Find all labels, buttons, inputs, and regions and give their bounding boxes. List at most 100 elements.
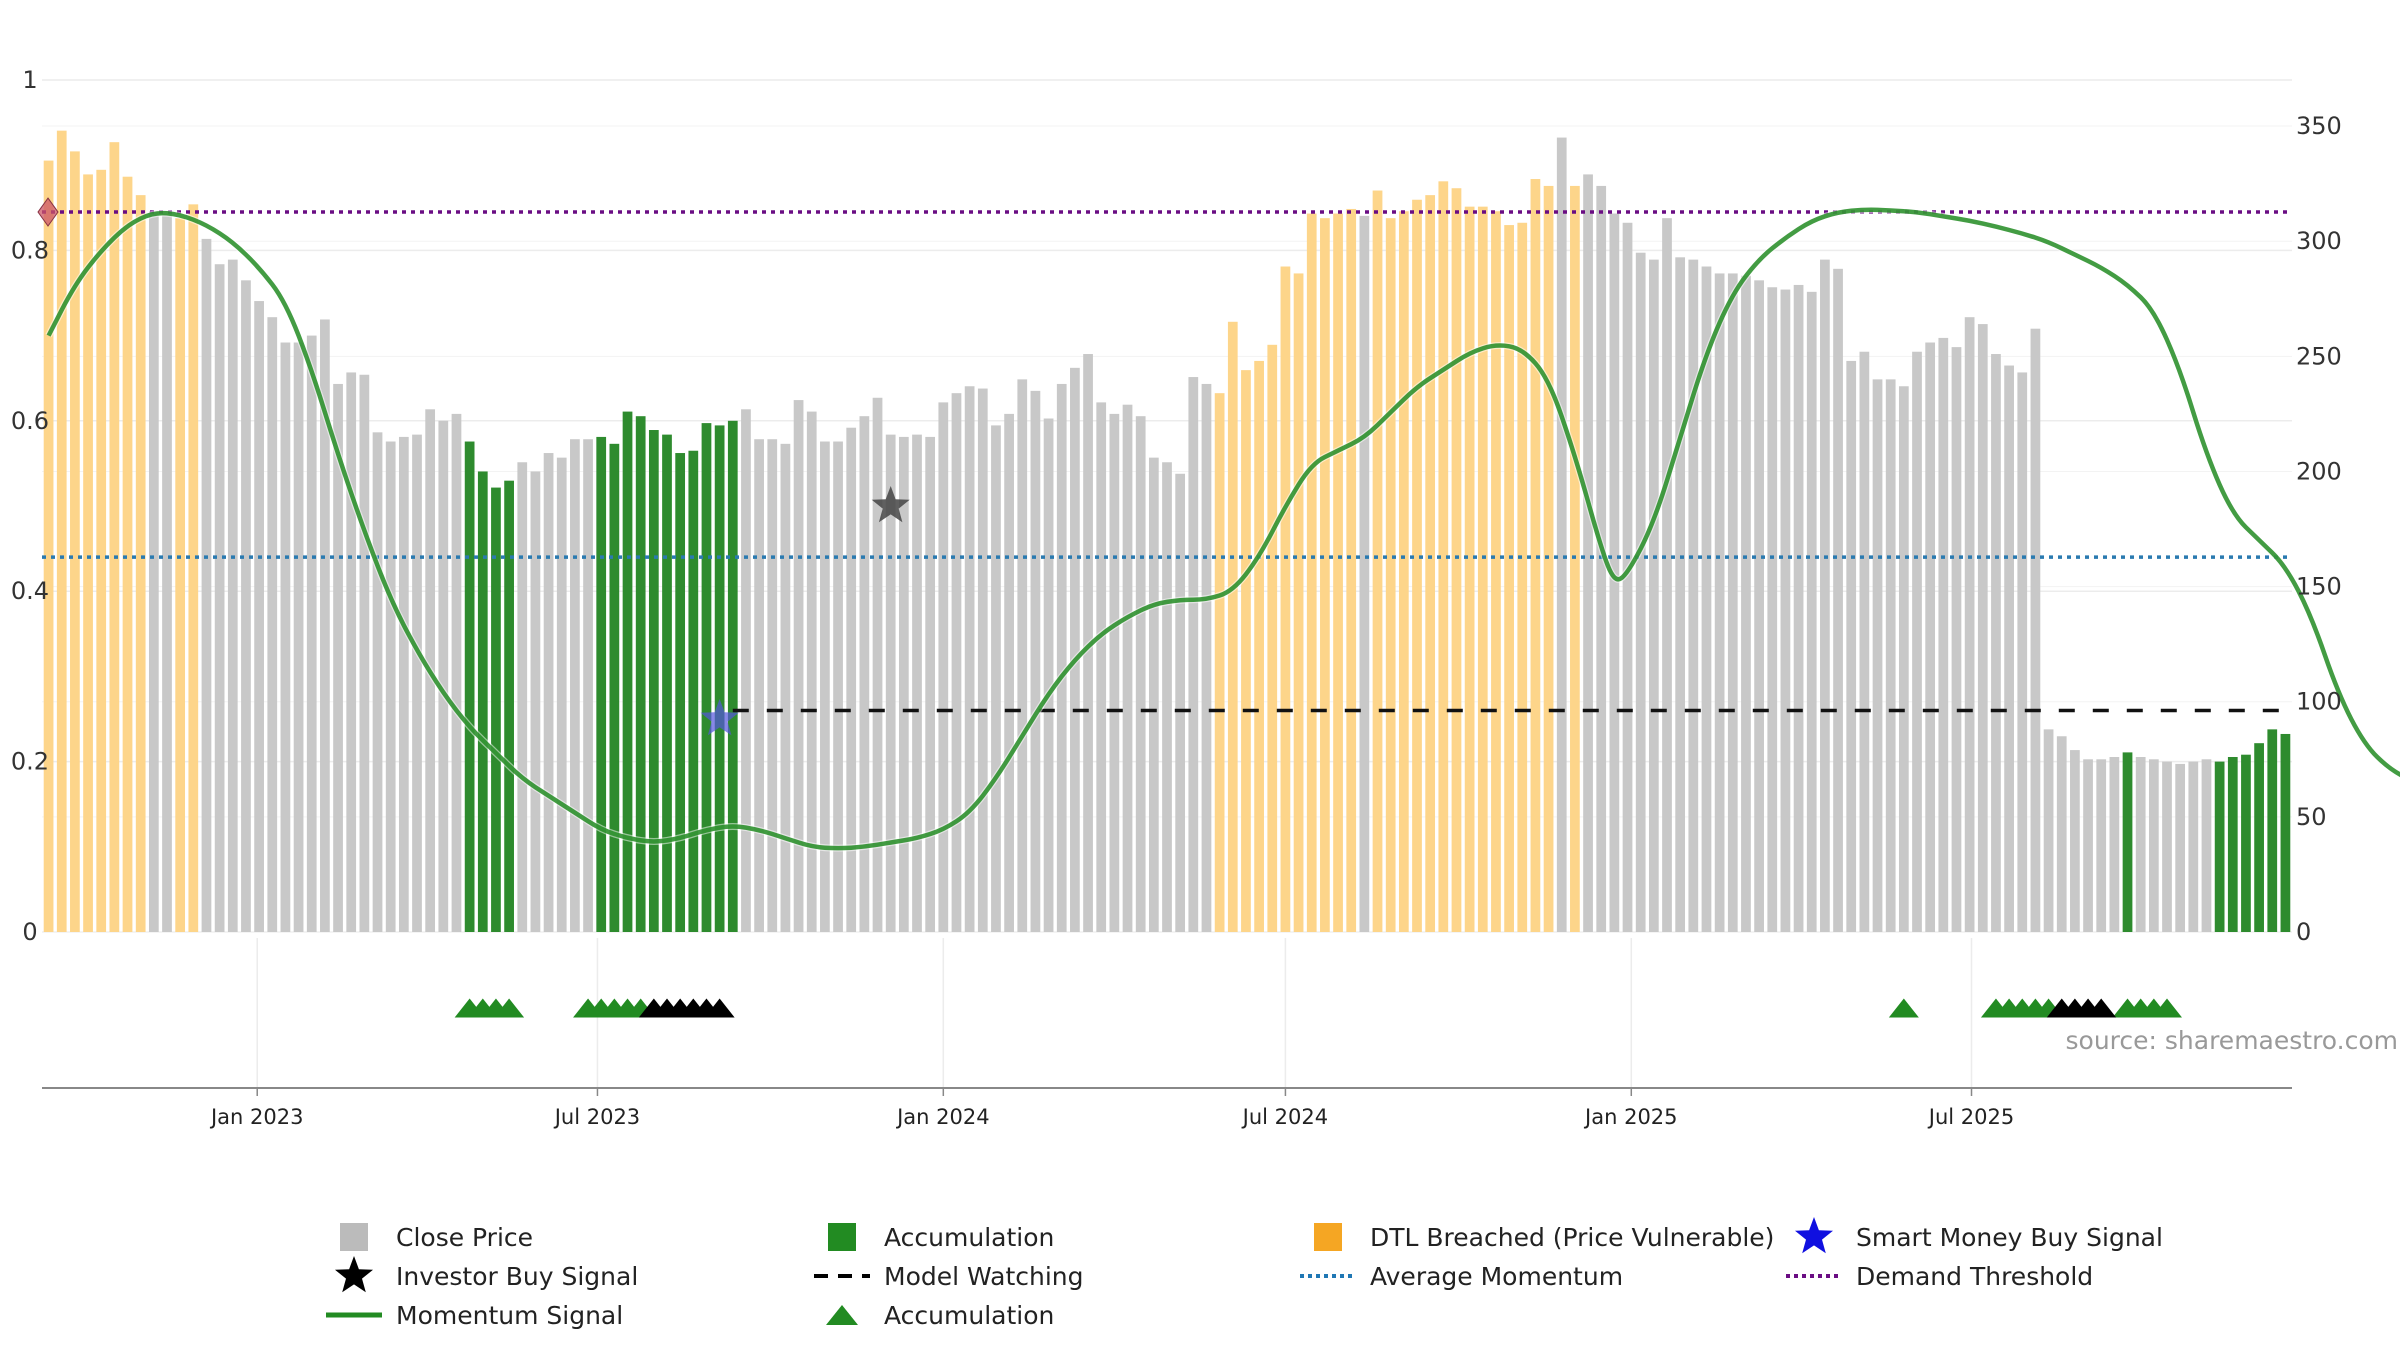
dtl-breached-bar <box>1517 222 1528 932</box>
legend-square-icon <box>828 1223 856 1251</box>
close-price-bar <box>372 432 383 932</box>
close-price-bar <box>2109 756 2120 932</box>
close-price-bar <box>1780 289 1791 932</box>
close-price-bar <box>1004 413 1014 932</box>
close-price-bar <box>1148 457 1159 932</box>
dtl-breached-bar <box>1306 213 1317 932</box>
close-price-bar <box>2056 736 2067 932</box>
close-price-bar <box>1977 324 1988 932</box>
close-price-bar <box>1951 347 1962 932</box>
dtl-breached-bar <box>1412 199 1422 932</box>
accumulation-bar <box>2214 761 2225 932</box>
close-price-bar <box>846 427 857 932</box>
dtl-breached-bar <box>1267 344 1278 933</box>
close-price-bar <box>991 425 1001 932</box>
close-price-bar <box>333 383 343 932</box>
close-price-bar <box>1793 284 1804 932</box>
dtl-breached-bar <box>1293 273 1304 933</box>
accumulation-bar <box>675 453 686 932</box>
close-price-bar <box>162 213 172 932</box>
close-price-bar <box>1596 185 1607 933</box>
close-price-bar <box>1898 386 1909 932</box>
accumulation-bar <box>464 441 475 932</box>
close-price-bar <box>1030 390 1041 932</box>
accumulation-bar <box>622 411 633 932</box>
legend-label: DTL Breached (Price Vulnerable) <box>1370 1223 1774 1252</box>
close-price-bar <box>833 441 843 932</box>
legend-label: Close Price <box>396 1223 533 1252</box>
close-price-bar <box>412 434 422 932</box>
accumulation-bar <box>2267 729 2278 932</box>
legend-label: Model Watching <box>884 1262 1084 1291</box>
close-price-bar <box>517 462 528 932</box>
dtl-breached-bar <box>1346 208 1357 932</box>
investor-buy-signal-star <box>871 486 910 523</box>
close-price-bar <box>2135 756 2146 932</box>
dtl-breached-bar <box>1214 393 1225 932</box>
close-price-bar <box>1583 174 1593 932</box>
right-tick-label: 0 <box>2296 918 2311 946</box>
close-price-bar <box>1701 266 1712 932</box>
legend-label: Average Momentum <box>1370 1262 1623 1291</box>
close-price-bar <box>1070 367 1080 932</box>
close-price-bar <box>1846 360 1857 933</box>
legend-entry: Accumulation <box>826 1301 1054 1330</box>
dtl-breached-bar <box>1398 211 1409 933</box>
dtl-breached-bar <box>1372 190 1383 932</box>
close-price-bar <box>148 211 159 933</box>
close-price-bar <box>1635 252 1646 932</box>
close-price-bar <box>293 342 304 932</box>
dtl-breached-bar <box>1333 213 1343 932</box>
close-price-bar <box>780 443 791 932</box>
dtl-breached-bar <box>1280 266 1291 932</box>
close-price-bar <box>451 413 462 932</box>
close-price-bar <box>1162 462 1172 932</box>
close-price-bar <box>346 372 357 932</box>
close-price-bar <box>556 457 567 932</box>
accumulation-triangle <box>1888 998 1919 1018</box>
close-price-bar <box>227 259 238 932</box>
close-price-bar <box>925 436 936 932</box>
accumulation-bar <box>2241 754 2251 932</box>
legend-label: Smart Money Buy Signal <box>1856 1223 2163 1252</box>
close-price-bar <box>1859 351 1870 932</box>
dtl-breached-bar <box>122 176 133 933</box>
accumulation-triangle-black <box>704 998 735 1018</box>
dtl-breached-bar <box>109 142 120 932</box>
dtl-breached-bar <box>1227 321 1238 932</box>
accumulation-triangle <box>494 998 525 1018</box>
close-price-bar <box>912 434 922 932</box>
close-price-bar <box>964 386 975 932</box>
close-price-bar <box>2004 365 2014 932</box>
close-price-bar <box>438 420 449 932</box>
close-price-bar <box>2083 759 2093 932</box>
accumulation-bar <box>491 487 501 932</box>
x-tick-label: Jul 2025 <box>1927 1105 2014 1129</box>
left-tick-label: 0.4 <box>11 577 49 605</box>
close-price-bar <box>1017 379 1028 933</box>
accumulation-bar <box>2280 733 2291 932</box>
close-price-bar <box>583 439 593 932</box>
close-price-bar <box>2017 372 2028 932</box>
accumulation-bar <box>648 430 659 932</box>
close-price-bar <box>2043 729 2054 932</box>
close-price-bar <box>820 441 830 932</box>
accumulation-bar <box>727 420 738 932</box>
dtl-breached-bar <box>96 169 107 932</box>
close-price-bar <box>1043 418 1054 932</box>
close-price-bar <box>306 335 317 933</box>
legend-entry: Model Watching <box>814 1262 1084 1291</box>
signal-lines <box>42 206 2400 852</box>
close-price-bar <box>1727 273 1738 933</box>
left-tick-label: 0 <box>22 918 37 946</box>
dtl-breached-bar <box>1385 218 1396 932</box>
left-tick-label: 0.8 <box>11 236 49 264</box>
accumulation-bar <box>504 480 514 932</box>
close-price-bar <box>359 374 370 932</box>
dtl-breached-bar <box>1543 185 1554 933</box>
close-price-bar <box>530 471 541 932</box>
legend-star-icon <box>335 1256 373 1293</box>
accumulation-bar <box>714 425 725 932</box>
legend-entry: Average Momentum <box>1300 1262 1623 1291</box>
close-price-bar <box>214 264 225 933</box>
